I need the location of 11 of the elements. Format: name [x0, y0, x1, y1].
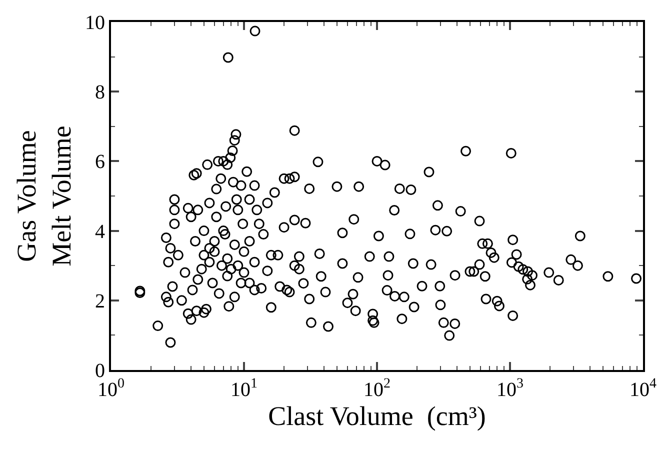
x-tick-label: 10$^{4}$ [630, 376, 656, 401]
x-tick-label: 10$^{1}$ [230, 376, 258, 401]
x-tick-label: 10$^{2}$ [364, 376, 390, 401]
x-tick-label: 10$^{3}$ [496, 376, 524, 401]
y-tick-label: 6 [95, 151, 105, 174]
x-axis-title: Clast Volume (cm³) [268, 401, 486, 431]
y-tick-label: 4 [95, 220, 105, 243]
y-axis-title: Gas Volume Melt Volume [11, 126, 77, 266]
y-tick-label: 2 [95, 290, 105, 312]
y-tick-label: 8 [95, 82, 105, 104]
y-tick-label: 10 [85, 12, 105, 34]
